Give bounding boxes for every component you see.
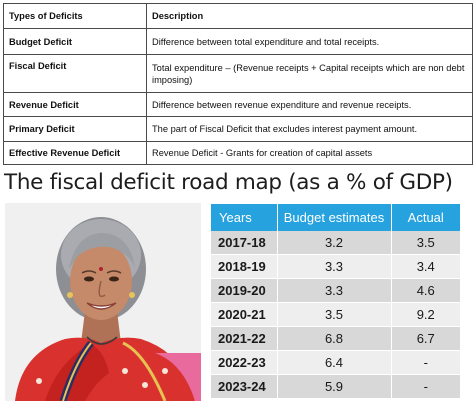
table-row: Fiscal Deficit Total expenditure – (Reve… <box>3 54 473 93</box>
actual-cell: 3.4 <box>391 254 460 279</box>
deficit-type-cell: Fiscal Deficit <box>3 54 147 93</box>
budget-estimate-cell: 6.8 <box>277 326 392 351</box>
fiscal-deficit-roadmap-table: Years Budget estimates Actual 2017-18 3.… <box>211 204 460 399</box>
budget-estimate-cell: 3.2 <box>277 231 392 255</box>
actual-cell: - <box>391 374 460 399</box>
portrait-illustration <box>5 203 201 401</box>
table-row: Revenue Deficit Difference between reven… <box>3 92 473 117</box>
deficit-type-cell: Effective Revenue Deficit <box>3 141 147 165</box>
year-cell: 2021-22 <box>211 326 278 351</box>
header-budget-estimates: Budget estimates <box>277 204 392 231</box>
portrait-photo <box>5 203 201 401</box>
year-cell: 2020-21 <box>211 302 278 327</box>
deficit-description-cell: Revenue Deficit - Grants for creation of… <box>146 141 473 165</box>
year-cell: 2018-19 <box>211 254 278 279</box>
budget-estimate-cell: 3.5 <box>277 302 392 327</box>
table-header-row: Types of Deficits Description <box>3 3 473 29</box>
table-row: Effective Revenue Deficit Revenue Defici… <box>3 141 473 165</box>
deficit-type-cell: Budget Deficit <box>3 28 147 55</box>
header-years: Years <box>211 204 278 231</box>
year-cell: 2022-23 <box>211 350 278 375</box>
actual-cell: 6.7 <box>391 326 460 351</box>
table-row: 2020-21 3.5 9.2 <box>211 302 460 327</box>
actual-cell: 3.5 <box>391 231 460 255</box>
actual-cell: 4.6 <box>391 278 460 303</box>
deficit-type-cell: Revenue Deficit <box>3 92 147 117</box>
header-types-of-deficits: Types of Deficits <box>3 3 147 29</box>
table-row: Primary Deficit The part of Fiscal Defic… <box>3 116 473 142</box>
budget-estimate-cell: 5.9 <box>277 374 392 399</box>
deficit-description-cell: Difference between revenue expenditure a… <box>146 92 473 117</box>
table-row: 2018-19 3.3 3.4 <box>211 254 460 279</box>
deficit-types-table: Types of Deficits Description Budget Def… <box>3 3 473 165</box>
actual-cell: - <box>391 350 460 375</box>
table-header-row: Years Budget estimates Actual <box>211 204 460 231</box>
header-description: Description <box>146 3 473 29</box>
roadmap-title: The fiscal deficit road map (as a % of G… <box>4 170 453 195</box>
table-row: 2017-18 3.2 3.5 <box>211 231 460 255</box>
year-cell: 2023-24 <box>211 374 278 399</box>
table-row: Budget Deficit Difference between total … <box>3 28 473 55</box>
table-row: 2023-24 5.9 - <box>211 374 460 399</box>
year-cell: 2017-18 <box>211 231 278 255</box>
actual-cell: 9.2 <box>391 302 460 327</box>
deficit-description-cell: Difference between total expenditure and… <box>146 28 473 55</box>
budget-estimate-cell: 3.3 <box>277 278 392 303</box>
year-cell: 2019-20 <box>211 278 278 303</box>
deficit-type-cell: Primary Deficit <box>3 116 147 142</box>
table-row: 2022-23 6.4 - <box>211 350 460 375</box>
header-actual: Actual <box>391 204 460 231</box>
budget-estimate-cell: 3.3 <box>277 254 392 279</box>
deficit-description-cell: The part of Fiscal Deficit that excludes… <box>146 116 473 142</box>
table-row: 2021-22 6.8 6.7 <box>211 326 460 351</box>
table-row: 2019-20 3.3 4.6 <box>211 278 460 303</box>
deficit-description-cell: Total expenditure – (Revenue receipts + … <box>146 54 473 93</box>
budget-estimate-cell: 6.4 <box>277 350 392 375</box>
